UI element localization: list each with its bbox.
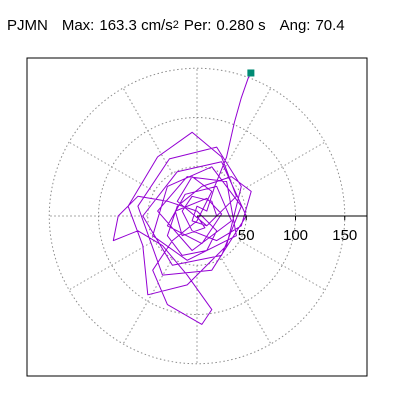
radial-tick-label-150: 150: [332, 227, 357, 244]
grid-spoke-300: [221, 258, 272, 345]
grid-spoke-150: [68, 141, 155, 192]
radial-axis: 50 100 150: [197, 69, 367, 244]
grid-spoke-60: [221, 87, 272, 174]
end-point-marker: [247, 69, 255, 77]
grid-spoke-120: [122, 87, 173, 174]
radial-tick-label-50: 50: [238, 227, 255, 244]
trace-series-0: [112, 72, 252, 325]
motion-trace: [112, 72, 252, 325]
period-label: Per:: [183, 17, 212, 34]
max-value: 163.3 cm/s: [99, 17, 173, 34]
grid-spoke-330: [239, 240, 326, 291]
period-value: 0.280 s: [216, 17, 266, 34]
radial-tick-label-100: 100: [283, 227, 308, 244]
station-code: PJMN: [7, 17, 48, 34]
chart-header: PJMN Max: 163.3 cm/s 2 Per: 0.280 s Ang: …: [7, 17, 345, 41]
angle-value: 70.4: [315, 17, 345, 34]
plot-frame: [26, 57, 368, 377]
grid-spoke-210: [68, 240, 155, 291]
grid-spoke-30: [239, 141, 326, 192]
grid-spoke-240: [122, 258, 173, 345]
max-unit-exponent: 2: [172, 19, 179, 31]
angle-label: Ang:: [279, 17, 311, 34]
max-label: Max:: [61, 17, 95, 34]
